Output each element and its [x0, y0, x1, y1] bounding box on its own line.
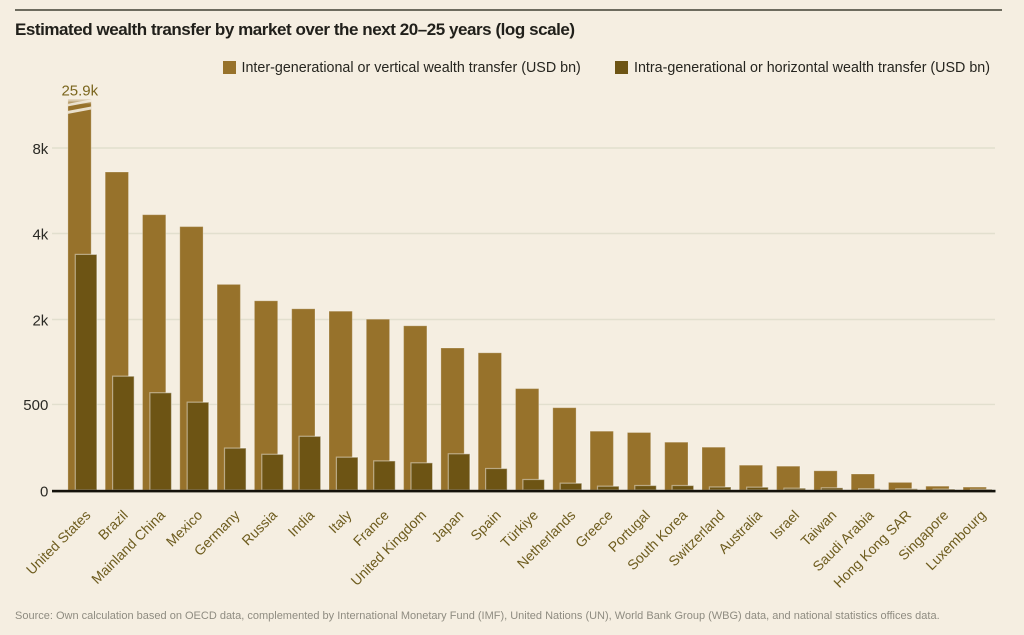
svg-text:Japan: Japan: [428, 507, 466, 545]
svg-text:4k: 4k: [32, 226, 48, 243]
svg-text:Russia: Russia: [238, 507, 280, 549]
svg-text:United States: United States: [23, 507, 94, 578]
svg-text:0: 0: [40, 484, 48, 501]
svg-text:8k: 8k: [32, 141, 48, 158]
svg-text:India: India: [285, 507, 318, 540]
svg-text:Italy: Italy: [325, 507, 354, 536]
svg-text:2k: 2k: [32, 312, 48, 329]
svg-text:25.9k: 25.9k: [61, 82, 98, 99]
svg-text:500: 500: [23, 397, 48, 414]
